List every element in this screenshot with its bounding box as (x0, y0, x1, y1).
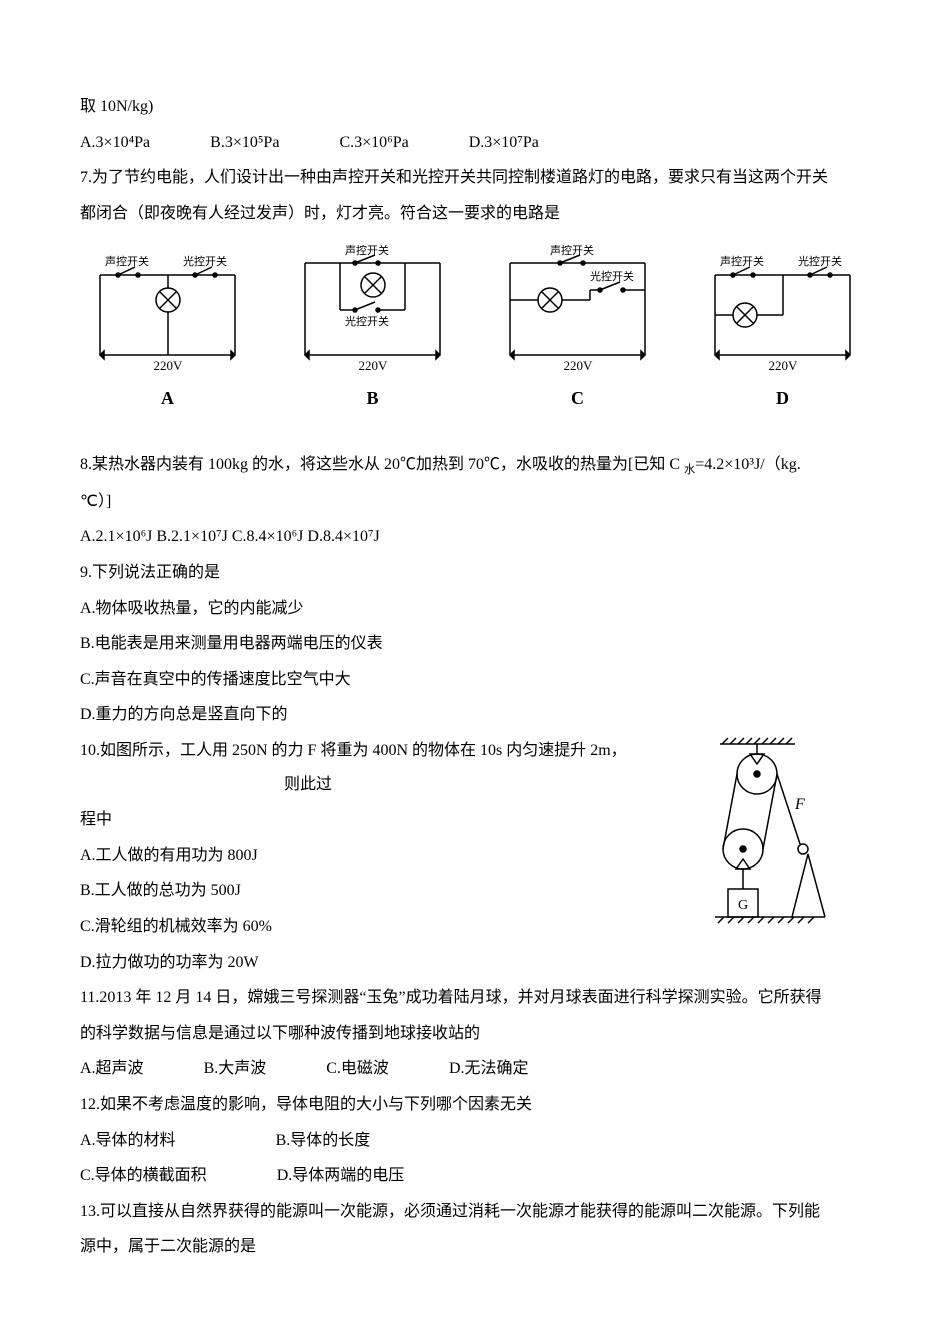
opt-a: A.超声波 (80, 1052, 144, 1086)
opt-d: D.3×10⁷Pa (469, 126, 539, 160)
svg-text:声控开关: 声控开关 (550, 245, 594, 257)
q9d: D.重力的方向总是竖直向下的 (80, 698, 870, 732)
opt-b: B.大声波 (204, 1052, 267, 1086)
q8-options: A.2.1×10⁶J B.2.1×10⁷J C.8.4×10⁶J D.8.4×1… (80, 520, 870, 554)
label-a: A (80, 380, 255, 418)
q12: 12.如果不考虑温度的影响，导体电阻的大小与下列哪个因素无关 (80, 1088, 870, 1122)
opt-d: D.无法确定 (449, 1052, 529, 1086)
q9: 9.下列说法正确的是 (80, 556, 870, 590)
q12-row1: A.导体的材料B.导体的长度 (80, 1124, 870, 1158)
svg-text:光控开关: 光控开关 (798, 254, 842, 268)
svg-text:声控开关: 声控开关 (720, 254, 764, 268)
q12-row2: C.导体的横截面积D.导体两端的电压 (80, 1159, 870, 1193)
svg-text:220V: 220V (769, 358, 799, 373)
q13-line1: 13.可以直接从自然界获得的能源叫一次能源，必须通过消耗一次能源才能获得的能源叫… (80, 1195, 870, 1229)
q10d: D.拉力做功的功率为 20W (80, 946, 870, 980)
svg-text:声控开关: 声控开关 (345, 245, 389, 257)
svg-text:F: F (794, 796, 805, 813)
opt-c: C.3×10⁶Pa (339, 126, 408, 160)
label-c: C (490, 380, 665, 418)
q6-options: A.3×10⁴Pa B.3×10⁵Pa C.3×10⁶Pa D.3×10⁷Pa (80, 126, 870, 160)
opt-a: A.3×10⁴Pa (80, 126, 150, 160)
q11-options: A.超声波 B.大声波 C.电磁波 D.无法确定 (80, 1052, 870, 1086)
q8-line1: 8.某热水器内装有 100kg 的水，将这些水从 20℃加热到 70℃，水吸收的… (80, 448, 870, 483)
svg-text:220V: 220V (154, 358, 184, 373)
pulley-diagram: F G (700, 734, 830, 947)
svg-text:光控开关: 光控开关 (183, 254, 227, 268)
svg-text:光控开关: 光控开关 (345, 314, 389, 328)
q13-line2: 源中，属于二次能源的是 (80, 1230, 870, 1264)
svg-text:220V: 220V (359, 358, 389, 373)
q9b: B.电能表是用来测量用电器两端电压的仪表 (80, 627, 870, 661)
preamble: 取 10N/kg) (80, 90, 870, 124)
q8-line2: ℃）] (80, 485, 870, 519)
circuit-d: 声控开关 光控开关 220V D (695, 245, 870, 418)
label-d: D (695, 380, 870, 418)
q7-line1: 7.为了节约电能，人们设计出一种由声控开关和光控开关共同控制楼道路灯的电路，要求… (80, 161, 870, 195)
svg-text:G: G (738, 898, 748, 913)
svg-text:220V: 220V (564, 358, 594, 373)
q9a: A.物体吸收热量，它的内能减少 (80, 592, 870, 626)
circuit-a: 声控开关 光控开关 220V A (80, 245, 255, 418)
q9c: C.声音在真空中的传播速度比空气中大 (80, 663, 870, 697)
svg-text:光控开关: 光控开关 (590, 269, 634, 283)
circuit-diagrams: 声控开关 光控开关 220V A (80, 245, 870, 418)
circuit-c: 声控开关 光控开关 220V C (490, 245, 665, 418)
q7-line2: 都闭合（即夜晚有人经过发声）时，灯才亮。符合这一要求的电路是 (80, 197, 870, 231)
opt-c: C.电磁波 (326, 1052, 389, 1086)
q11-line2: 的科学数据与信息是通过以下哪种波传播到地球接收站的 (80, 1017, 870, 1051)
q11-line1: 11.2013 年 12 月 14 日，嫦娥三号探测器“玉兔”成功着陆月球，并对… (80, 981, 870, 1015)
circuit-b: 声控开关 光控开关 220V B (285, 245, 460, 418)
label-b: B (285, 380, 460, 418)
svg-text:声控开关: 声控开关 (105, 254, 149, 268)
opt-b: B.3×10⁵Pa (210, 126, 279, 160)
